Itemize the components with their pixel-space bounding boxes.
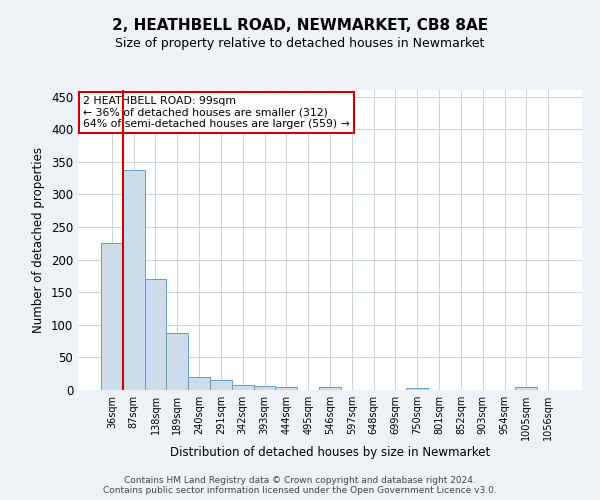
- Bar: [406, 388, 428, 390]
- X-axis label: Distribution of detached houses by size in Newmarket: Distribution of detached houses by size …: [170, 446, 490, 459]
- Text: 2 HEATHBELL ROAD: 99sqm
← 36% of detached houses are smaller (312)
64% of semi-d: 2 HEATHBELL ROAD: 99sqm ← 36% of detache…: [83, 96, 350, 129]
- Bar: [515, 388, 537, 390]
- Bar: [123, 170, 145, 390]
- Bar: [188, 377, 210, 390]
- Bar: [166, 332, 188, 390]
- Text: Contains HM Land Registry data © Crown copyright and database right 2024.
Contai: Contains HM Land Registry data © Crown c…: [103, 476, 497, 495]
- Bar: [101, 244, 123, 390]
- Bar: [145, 279, 166, 390]
- Bar: [232, 386, 254, 390]
- Bar: [254, 386, 275, 390]
- Text: Size of property relative to detached houses in Newmarket: Size of property relative to detached ho…: [115, 38, 485, 51]
- Y-axis label: Number of detached properties: Number of detached properties: [32, 147, 46, 333]
- Text: 2, HEATHBELL ROAD, NEWMARKET, CB8 8AE: 2, HEATHBELL ROAD, NEWMARKET, CB8 8AE: [112, 18, 488, 32]
- Bar: [210, 380, 232, 390]
- Bar: [275, 386, 297, 390]
- Bar: [319, 388, 341, 390]
